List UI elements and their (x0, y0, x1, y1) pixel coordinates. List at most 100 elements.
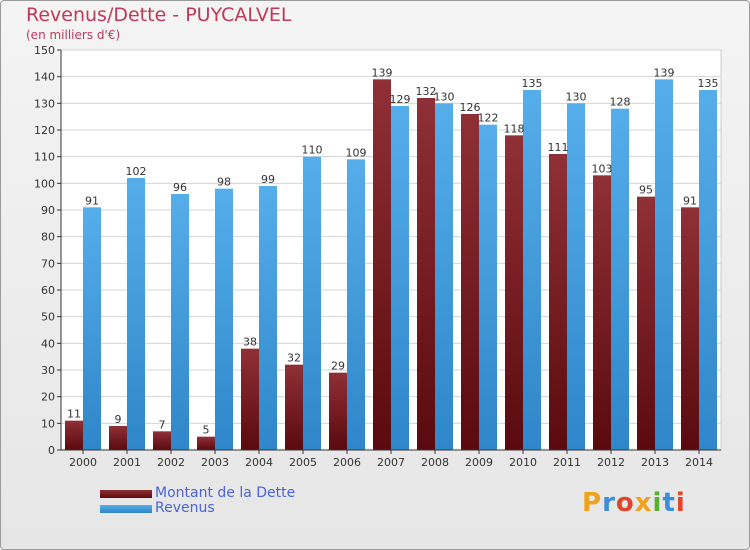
y-tick-label-60: 60 (41, 284, 55, 297)
data-label-revenus-2002: 96 (173, 181, 187, 194)
data-label-revenus-2005: 110 (302, 144, 323, 157)
y-tick-label-100: 100 (34, 177, 55, 190)
bar-revenus-2014 (699, 90, 717, 450)
x-tick-label-2010: 2010 (509, 456, 537, 469)
data-label-dette-2014: 91 (683, 194, 697, 207)
bar-revenus-2011 (567, 103, 585, 450)
bar-dette-2014 (681, 207, 699, 450)
bar-revenus-2009 (479, 124, 497, 451)
bar-dette-2010 (505, 135, 523, 451)
bar-dette-2011 (549, 154, 567, 450)
bar-dette-2012 (593, 175, 611, 451)
legend-swatch-revenus (100, 505, 152, 513)
data-label-revenus-2013: 139 (654, 66, 675, 79)
x-tick-label-2014: 2014 (685, 456, 713, 469)
data-label-dette-2000: 11 (67, 408, 81, 421)
x-tick-label-2006: 2006 (333, 456, 361, 469)
bar-dette-2002 (153, 431, 171, 450)
bar-revenus-2007 (391, 106, 409, 450)
bar-revenus-2005 (303, 156, 321, 450)
bar-revenus-2000 (83, 207, 101, 450)
data-label-dette-2007: 139 (372, 66, 393, 79)
data-label-revenus-2004: 99 (261, 173, 275, 186)
data-label-revenus-2000: 91 (85, 194, 99, 207)
x-tick-label-2002: 2002 (157, 456, 185, 469)
legend-label-dette: Montant de la Dette (155, 485, 296, 501)
bar-revenus-2010 (523, 90, 541, 450)
x-tick-label-2005: 2005 (289, 456, 317, 469)
data-label-revenus-2001: 102 (126, 165, 147, 178)
bar-dette-2001 (109, 426, 127, 450)
data-label-revenus-2006: 109 (346, 146, 367, 159)
y-tick-label-90: 90 (41, 204, 55, 217)
data-label-dette-2012: 103 (592, 162, 613, 175)
y-tick-label-20: 20 (41, 391, 55, 404)
data-label-revenus-2014: 135 (698, 77, 719, 90)
y-tick-label-0: 0 (48, 444, 55, 457)
bar-revenus-2003 (215, 188, 233, 450)
legend-label-revenus: Revenus (155, 500, 215, 516)
y-tick-label-140: 140 (34, 71, 55, 84)
x-tick-label-2009: 2009 (465, 456, 493, 469)
data-label-dette-2004: 38 (243, 336, 257, 349)
y-tick-label-110: 110 (34, 151, 55, 164)
y-tick-label-10: 10 (41, 417, 55, 430)
y-tick-label-70: 70 (41, 257, 55, 270)
bar-revenus-2013 (655, 79, 673, 450)
data-label-dette-2003: 5 (203, 424, 210, 437)
bar-dette-2005 (285, 364, 303, 450)
legend-swatch-dette (100, 490, 152, 498)
y-tick-label-150: 150 (34, 44, 55, 57)
y-tick-label-120: 120 (34, 124, 55, 137)
data-label-revenus-2003: 98 (217, 176, 231, 189)
x-tick-label-2012: 2012 (597, 456, 625, 469)
bar-revenus-2006 (347, 159, 365, 451)
data-label-dette-2011: 111 (548, 141, 569, 154)
data-label-revenus-2012: 128 (610, 96, 631, 109)
data-label-revenus-2011: 130 (566, 90, 587, 103)
bars (65, 79, 717, 451)
bar-dette-2009 (461, 114, 479, 450)
bar-revenus-2012 (611, 108, 629, 451)
data-label-dette-2005: 32 (287, 352, 301, 365)
axes: 0 10 20 30 40 50 60 70 80 90 100 110 120 130 140 150 200… (34, 44, 721, 469)
x-tick-label-2004: 2004 (245, 456, 273, 469)
y-tick-label-40: 40 (41, 337, 55, 350)
data-label-revenus-2009: 122 (478, 112, 499, 125)
x-tick-label-2003: 2003 (201, 456, 229, 469)
data-label-revenus-2007: 129 (390, 93, 411, 106)
x-tick-label-2000: 2000 (69, 456, 97, 469)
data-labels: 1191910279659838993211029109139129132130… (67, 66, 719, 436)
data-label-dette-2009: 126 (460, 101, 481, 114)
data-label-dette-2002: 7 (159, 418, 166, 431)
y-tick-label-30: 30 (41, 364, 55, 377)
data-label-dette-2013: 95 (639, 184, 653, 197)
x-tick-label-2013: 2013 (641, 456, 669, 469)
bar-revenus-2004 (259, 186, 277, 450)
y-tick-label-80: 80 (41, 231, 55, 244)
x-tick-label-2008: 2008 (421, 456, 449, 469)
y-tick-label-50: 50 (41, 311, 55, 324)
bar-dette-2004 (241, 348, 259, 450)
data-label-dette-2001: 9 (115, 413, 122, 426)
bar-dette-2000 (65, 420, 83, 450)
bar-revenus-2001 (127, 178, 145, 450)
x-tick-label-2001: 2001 (113, 456, 141, 469)
bar-dette-2007 (373, 79, 391, 450)
data-label-revenus-2008: 130 (434, 90, 455, 103)
bar-dette-2013 (637, 196, 655, 450)
bar-revenus-2002 (171, 194, 189, 450)
bar-dette-2008 (417, 98, 435, 450)
bar-revenus-2008 (435, 103, 453, 450)
data-label-dette-2008: 132 (416, 85, 437, 98)
chart-subtitle: (en milliers d'€) (26, 28, 121, 42)
bar-dette-2003 (197, 436, 215, 450)
x-tick-label-2011: 2011 (553, 456, 581, 469)
data-label-dette-2006: 29 (331, 360, 345, 373)
chart-title: Revenus/Dette - PUYCALVEL (26, 4, 292, 26)
y-tick-label-130: 130 (34, 97, 55, 110)
bar-dette-2006 (329, 372, 347, 450)
proxiti-logo: Proxiti (582, 488, 686, 518)
x-tick-label-2007: 2007 (377, 456, 405, 469)
